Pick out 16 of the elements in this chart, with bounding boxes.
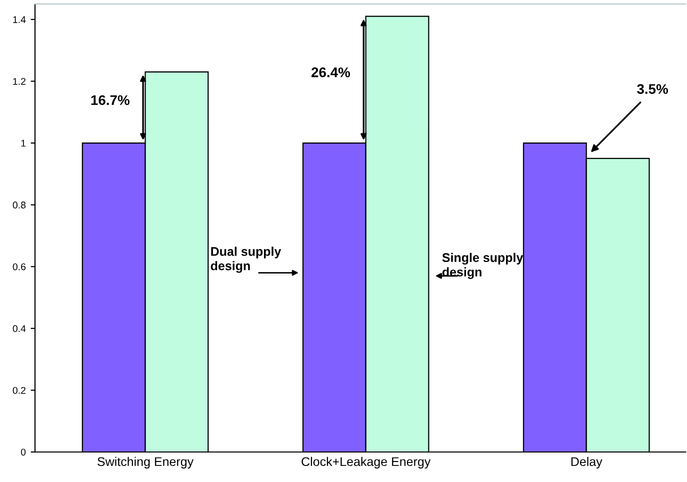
y-tick-label: 0	[20, 448, 26, 456]
x-tick-label: Clock+Leakage Energy	[302, 456, 431, 469]
series-label: Dual supply design	[210, 246, 282, 273]
x-tick-label: Switching Energy	[98, 456, 194, 469]
y-tick-label: 0.2	[12, 386, 26, 394]
x-tick-label: Delay	[571, 456, 602, 469]
y-tick-label: 0.6	[12, 263, 26, 270]
y-tick-label: 1.2	[13, 78, 26, 85]
y-tick-label: 0.4	[12, 325, 26, 332]
annotation: 26.4%	[311, 67, 350, 78]
series-label: Single supply design	[442, 252, 524, 279]
annotation: 3.5%	[637, 84, 668, 94]
y-tick-label: 0.8	[12, 202, 26, 208]
annotation: 16.7%	[91, 95, 130, 106]
y-tick-label: 1.4	[13, 16, 26, 23]
y-tick-label: 1	[21, 140, 26, 147]
